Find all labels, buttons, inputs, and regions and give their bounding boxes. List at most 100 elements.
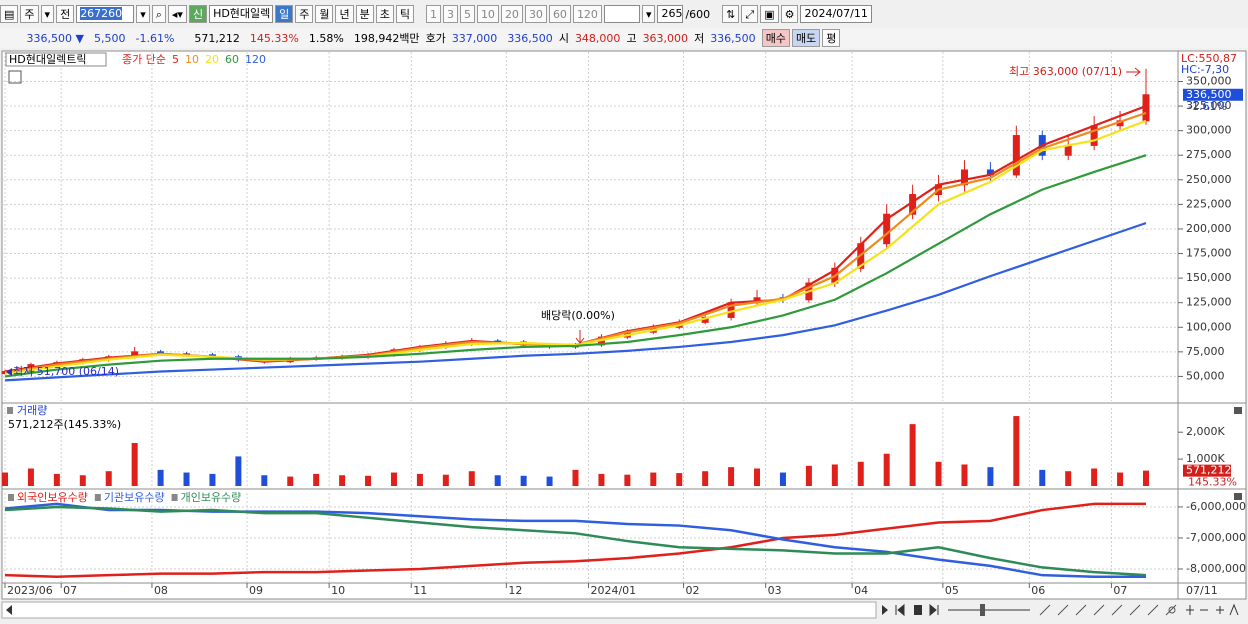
volume-bar bbox=[235, 456, 242, 486]
volume-bar bbox=[650, 472, 657, 486]
date[interactable]: 2024/07/11 bbox=[800, 5, 872, 23]
volume-bar bbox=[520, 475, 527, 486]
holding-line bbox=[4, 502, 1146, 578]
ma-line bbox=[4, 154, 1147, 378]
last-change-label: -1.61% bbox=[1188, 100, 1227, 113]
zoom-buttons[interactable] bbox=[1186, 603, 1239, 616]
period-button[interactable]: 틱 bbox=[395, 5, 414, 23]
legend-box bbox=[5, 52, 107, 67]
x-tick-label: 10 bbox=[331, 584, 345, 597]
low: 336,500 bbox=[710, 31, 756, 45]
period-button[interactable]: 분 bbox=[355, 5, 374, 23]
close-icon[interactable] bbox=[1234, 407, 1242, 414]
settings-button[interactable]: ⚙ bbox=[780, 5, 799, 23]
dropdown[interactable]: ▾ bbox=[641, 5, 656, 23]
new-badge[interactable]: 신 bbox=[188, 5, 208, 23]
x-tick-label: 11 bbox=[413, 584, 427, 597]
high: 363,000 bbox=[642, 31, 689, 45]
period-button[interactable]: 초 bbox=[375, 5, 394, 23]
legend-entry: 10 bbox=[185, 53, 199, 66]
volume-bar bbox=[961, 464, 968, 486]
code-input[interactable]: 267260 bbox=[76, 5, 135, 23]
y-tick-label: 150,000 bbox=[1186, 271, 1232, 284]
legend-swatch bbox=[171, 494, 178, 501]
scroll-track[interactable] bbox=[1, 601, 877, 619]
count[interactable]: 265 bbox=[657, 5, 684, 23]
volume-bar bbox=[676, 473, 683, 486]
y-tick-label: -6,000,000 bbox=[1186, 500, 1246, 513]
period-button[interactable]: 년 bbox=[335, 5, 354, 23]
dropdown[interactable]: ▾ bbox=[136, 5, 150, 23]
high-label: 고 bbox=[626, 32, 637, 45]
interval-button[interactable]: 120 bbox=[572, 5, 602, 23]
ma-line bbox=[4, 222, 1147, 382]
zoom-thumb[interactable] bbox=[980, 604, 985, 616]
interval-buttons: 1 3 5 10 20 30 60 120 bbox=[425, 5, 602, 23]
prev-button[interactable]: 전 bbox=[56, 5, 75, 23]
first-button[interactable] bbox=[895, 603, 905, 617]
volume-bar bbox=[909, 424, 916, 486]
interval-button[interactable]: 1 bbox=[425, 5, 441, 23]
last-price-box bbox=[1183, 88, 1243, 101]
bid: 336,500 bbox=[507, 31, 553, 45]
tool-button[interactable]: ⤢ bbox=[741, 5, 759, 23]
hc-label: HC:-7,30 bbox=[1181, 63, 1229, 76]
y-tick-label: 1,000K bbox=[1186, 452, 1225, 465]
last-volume-box bbox=[1183, 464, 1231, 477]
last-volume-label: 571,212 bbox=[1186, 464, 1232, 477]
volume-bar bbox=[831, 464, 838, 486]
stop-button[interactable] bbox=[914, 605, 922, 615]
sell-button[interactable]: 매도 bbox=[791, 29, 821, 47]
interval-button[interactable]: 3 bbox=[442, 5, 458, 23]
volume-bar bbox=[624, 474, 631, 486]
avg-button[interactable]: 평 bbox=[822, 29, 841, 47]
scroll-left[interactable] bbox=[6, 605, 12, 615]
interval-button[interactable]: 30 bbox=[524, 5, 547, 23]
annotation-high: 최고 363,000 (07/11) bbox=[1009, 65, 1122, 78]
scroll-right[interactable] bbox=[882, 605, 888, 615]
period-button[interactable]: 일 bbox=[275, 5, 294, 23]
x-tick-label: 07 bbox=[1113, 584, 1127, 597]
drawing-tools[interactable] bbox=[1039, 604, 1177, 616]
buy-button[interactable]: 매수 bbox=[761, 29, 790, 47]
interval-button[interactable]: 5 bbox=[459, 5, 475, 23]
menu-button[interactable]: ▤ bbox=[0, 5, 19, 23]
period-type[interactable]: 주 bbox=[20, 5, 39, 23]
search-button[interactable]: ⌕ bbox=[151, 5, 166, 23]
custom-interval[interactable] bbox=[603, 5, 640, 23]
sound-button[interactable]: ◂▾ bbox=[167, 5, 187, 23]
x-tick-label: 04 bbox=[854, 584, 868, 597]
volume-bar bbox=[27, 468, 34, 486]
interval-button[interactable]: 60 bbox=[548, 5, 571, 23]
turnover: 1.58% bbox=[308, 31, 344, 45]
table-icon[interactable] bbox=[8, 70, 22, 84]
dropdown[interactable]: ▾ bbox=[40, 5, 55, 23]
x-tick-label: 12 bbox=[508, 584, 522, 597]
last-button[interactable] bbox=[929, 603, 939, 617]
volume-bar bbox=[261, 475, 268, 486]
y-tick-label: 325,000 bbox=[1186, 99, 1232, 112]
save-button[interactable]: ▣ bbox=[760, 5, 779, 23]
period-button[interactable]: 월 bbox=[315, 5, 334, 23]
interval-button[interactable]: 20 bbox=[500, 5, 523, 23]
x-tick-label: 08 bbox=[154, 584, 168, 597]
open-label: 시 bbox=[558, 32, 569, 45]
close-icon[interactable] bbox=[1234, 493, 1242, 500]
volume-bar bbox=[987, 467, 994, 486]
tool-button[interactable]: ⇅ bbox=[722, 5, 740, 23]
quote-bar: 336,500 ▼ 5,500 -1.61% 571,212 145.33% 1… bbox=[0, 28, 1248, 48]
bid-label: 호가 bbox=[425, 32, 446, 45]
volume-bar bbox=[209, 473, 216, 486]
volume-bar bbox=[365, 475, 372, 486]
x-tick-label: 05 bbox=[945, 584, 959, 597]
legend-entry: 20 bbox=[205, 53, 219, 66]
volume-bar bbox=[1117, 472, 1124, 486]
volume-bar bbox=[598, 473, 605, 486]
scrollbar bbox=[0, 600, 1248, 621]
legend-swatch bbox=[94, 494, 101, 501]
period-button[interactable]: 주 bbox=[295, 5, 314, 23]
interval-button[interactable]: 10 bbox=[476, 5, 499, 23]
legend-name: HD현대일렉트릭 bbox=[9, 52, 86, 66]
